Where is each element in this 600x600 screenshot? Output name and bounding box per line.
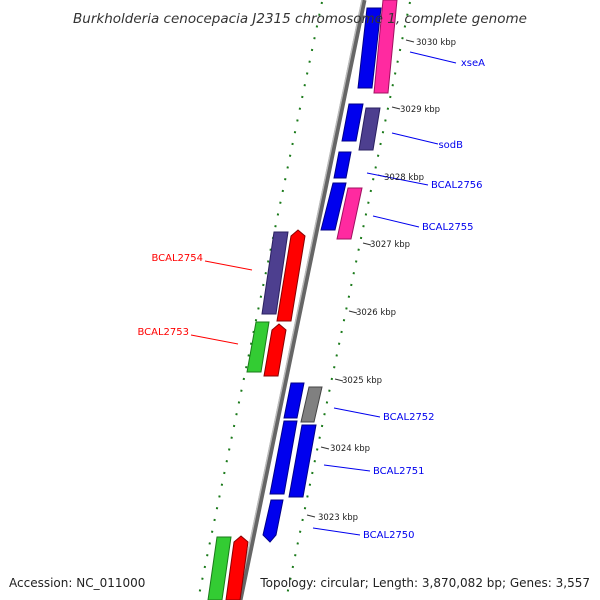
gene-BCAL2756[interactable] [333,151,352,179]
gene-BCAL2751[interactable] [269,420,298,495]
gene-sodB[interactable] [341,103,364,142]
tick-label-3027: 3027 kbp [370,240,410,250]
gene-BCAL2755[interactable] [320,182,347,231]
gene-BCAL2751-b[interactable] [288,424,317,498]
gene-BCAL2753-red[interactable] [263,323,287,377]
map-title: Burkholderia cenocepacia J2315 chromosom… [73,11,527,27]
gene-sodB-purple[interactable] [358,107,381,151]
tick-label-3028: 3028 kbp [384,173,424,183]
label-leaders [190,51,457,536]
gc-track-inner [285,1,411,600]
backbone [237,0,367,600]
gene-BCAL2754-red[interactable] [276,229,306,322]
tick-label-3024: 3024 kbp [330,444,370,454]
gene-BCAL2753[interactable] [246,321,270,373]
tick-label-3030: 3030 kbp [416,38,456,48]
gene-label-xseA[interactable]: xseA [461,58,485,69]
gene-label-BCAL2755[interactable]: BCAL2755 [422,222,474,233]
gene-BCAL2750[interactable] [262,499,284,543]
tick-label-3026: 3026 kbp [356,308,396,318]
gene-label-BCAL2754[interactable]: BCAL2754 [151,253,203,264]
gene-BCAL2755-pink[interactable] [336,187,363,240]
gene-label-BCAL2750[interactable]: BCAL2750 [363,530,415,541]
summary-text: Topology: circular; Length: 3,870,082 bp… [259,576,590,590]
gene-label-BCAL2752[interactable]: BCAL2752 [383,412,435,423]
gene-BCAL2752[interactable] [283,382,305,419]
gene-BCAL2752-gray[interactable] [300,386,323,423]
gene-bottom-green[interactable] [207,536,232,600]
gene-label-sodB[interactable]: sodB [438,140,463,151]
tick-label-3029: 3029 kbp [400,105,440,115]
gene-BCAL2754[interactable] [261,231,289,315]
gene-xseA[interactable] [357,7,382,89]
accession-text: Accession: NC_011000 [9,576,145,590]
gene-label-BCAL2753[interactable]: BCAL2753 [137,327,189,338]
gene-bottom-red[interactable] [225,535,249,600]
gene-label-BCAL2751[interactable]: BCAL2751 [373,466,425,477]
tick-label-3023: 3023 kbp [318,513,358,523]
gene-xseA-pink[interactable] [373,0,398,94]
gene-label-BCAL2756[interactable]: BCAL2756 [431,180,483,191]
tick-label-3025: 3025 kbp [342,376,382,386]
